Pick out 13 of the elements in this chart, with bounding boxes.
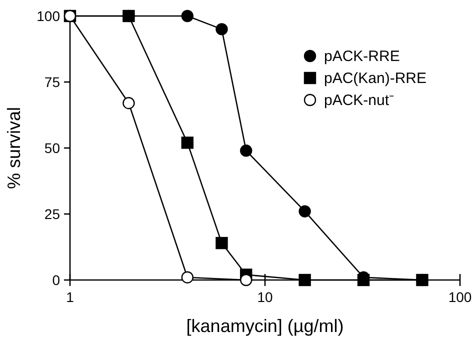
y-tick-label: 50 xyxy=(44,140,60,156)
x-axis-title: [kanamycin] (µg/ml) xyxy=(186,316,344,336)
x-tick-label: 10 xyxy=(257,289,273,305)
y-tick-label: 25 xyxy=(44,206,60,222)
y-axis-title: % survival xyxy=(4,106,24,190)
legend-label: pACK-nut⁻ xyxy=(324,92,394,109)
y-tick-label: 75 xyxy=(44,74,60,90)
x-tick-label: 1 xyxy=(66,289,74,305)
legend-label: pAC(Kan)-RRE xyxy=(324,70,427,87)
y-tick-label: 0 xyxy=(52,272,60,288)
y-tick-label: 100 xyxy=(36,8,60,24)
legend-label: pACK-RRE xyxy=(324,48,400,65)
x-tick-label: 100 xyxy=(448,289,472,305)
